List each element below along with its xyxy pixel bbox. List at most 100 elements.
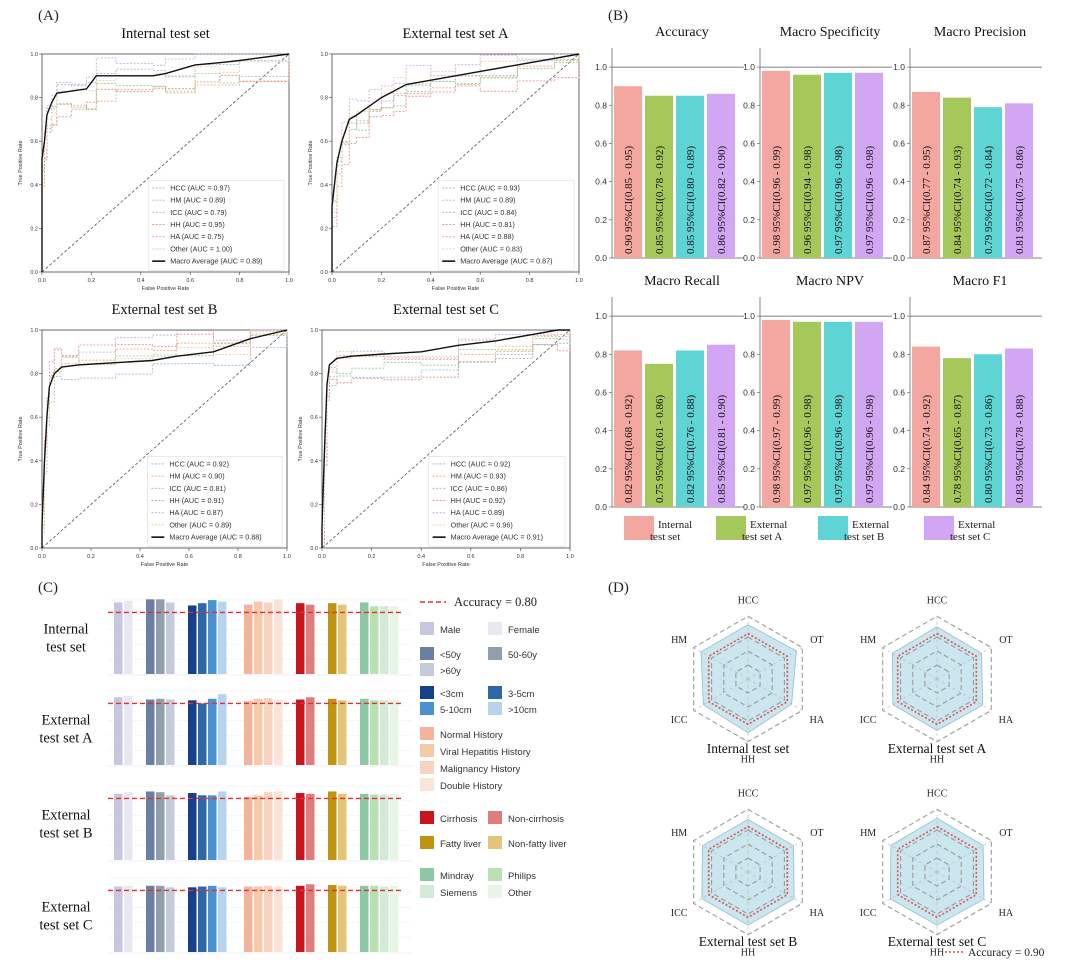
roc-subplot-0: Internal test set 0.00.0 0.2 0.2 0.4 0.4 0.6 0.… bbox=[18, 26, 293, 292]
roc-legend-entry: HCC (AUC = 0.92) bbox=[451, 459, 511, 468]
row-label: test set C bbox=[39, 918, 92, 934]
subgroup-bar bbox=[380, 606, 389, 674]
subgroup-bar bbox=[380, 700, 389, 765]
subgroup-bar bbox=[370, 606, 379, 674]
roc-legend-entry: ICC (AUC = 0.79) bbox=[170, 208, 227, 217]
metric-bar bbox=[762, 70, 790, 258]
y-axis-label: True Positive Rate bbox=[18, 416, 24, 461]
subgroup-bar bbox=[328, 603, 337, 674]
radar-title: External test set B bbox=[699, 934, 798, 949]
subgroup-row-1: External test set A bbox=[39, 690, 412, 767]
legend-label: test set C bbox=[950, 531, 990, 543]
metric-bar bbox=[855, 321, 883, 507]
subgroup-bar bbox=[254, 886, 263, 952]
roc-legend-entry: Macro Average (AUC = 0.89) bbox=[170, 257, 262, 266]
subgroup-bar bbox=[360, 698, 369, 765]
metric-subplot-3: Macro Recall 0.0 0.2 0.4 0.6 0.8 1.0 0.82 95%CI… bbox=[595, 274, 744, 512]
x-tick-label: 0.6 bbox=[185, 554, 193, 560]
reference-line-label: Accuracy = 0.90 bbox=[968, 947, 1045, 959]
legend-swatch bbox=[420, 744, 434, 757]
subgroup-bar bbox=[390, 700, 399, 765]
roc-legend-entry: Macro Average (AUC = 0.88) bbox=[169, 533, 261, 542]
metric-bar-label: 0.90 95%CI(0.85 - 0.95) bbox=[623, 146, 635, 254]
roc-subplot-2: External test set B 0.00.0 0.2 0.2 0.4 0.4 0.6… bbox=[18, 302, 291, 568]
subgroup-bar bbox=[198, 795, 207, 860]
legend-swatch bbox=[420, 647, 434, 660]
roc-frame bbox=[41, 329, 288, 549]
y-tick-label: 0.2 bbox=[30, 226, 38, 232]
y-tick-label: 0.4 bbox=[595, 177, 607, 187]
x-tick-label: 0.4 bbox=[136, 554, 144, 560]
x-tick-label: 0.2 bbox=[368, 554, 376, 560]
radar-spoke bbox=[882, 678, 938, 711]
roc-legend-entry: Other (AUC = 0.96) bbox=[451, 520, 513, 529]
legend-label: <50y bbox=[440, 650, 461, 661]
subgroup-bar bbox=[166, 795, 175, 860]
radar-title: Internal test set bbox=[707, 741, 790, 756]
radar-title: External test set C bbox=[888, 934, 987, 949]
roc-legend-entry: ICC (AUC = 0.84) bbox=[460, 208, 517, 217]
y-tick-label: 1.0 bbox=[595, 62, 607, 72]
metric-bar bbox=[614, 350, 642, 507]
legend-swatch bbox=[420, 885, 434, 898]
x-axis-label: False Positive Rate bbox=[432, 286, 479, 292]
row-label: External bbox=[41, 808, 90, 824]
radar-axis-label: HCC bbox=[927, 595, 948, 606]
reference-line-label: Accuracy = 0.80 bbox=[454, 595, 537, 609]
x-tick-label: 0.8 bbox=[517, 554, 525, 560]
radar-axis-label: HA bbox=[999, 715, 1014, 726]
radar-spoke bbox=[747, 678, 803, 711]
roc-curve-hh bbox=[41, 54, 290, 272]
metric-bar-label: 0.84 95%CI(0.74 - 0.93) bbox=[952, 146, 964, 254]
subgroup-bar bbox=[264, 602, 273, 674]
subgroup-bar bbox=[218, 887, 227, 952]
legend-label: External bbox=[958, 519, 995, 531]
subgroup-bar bbox=[156, 885, 165, 952]
metric-bar bbox=[974, 107, 1002, 258]
subgroup-bar bbox=[274, 599, 283, 674]
x-tick-label: 0.0 bbox=[328, 278, 336, 284]
metric-bar-label: 0.75 95%CI(0.61 - 0.86) bbox=[654, 395, 666, 503]
y-axis-label: True Positive Rate bbox=[298, 416, 304, 461]
subgroup-legend: Accuracy = 0.80 Male Female <50y 50-60y >60y <… bbox=[420, 595, 567, 899]
x-tick-label: 1.0 bbox=[285, 278, 293, 284]
metric-subplot-5: Macro F1 0.0 0.2 0.4 0.6 0.8 1.0 0.84 95%CI(0.7… bbox=[893, 274, 1042, 512]
subgroup-bar bbox=[208, 600, 217, 674]
radar-axis-label: OT bbox=[810, 828, 823, 839]
y-tick-label: 0.2 bbox=[893, 215, 905, 225]
metric-bar-label: 0.85 95%CI(0.80 - 0.89) bbox=[685, 146, 697, 254]
legend-label: Philips bbox=[508, 871, 536, 882]
x-tick-label: 0.6 bbox=[186, 278, 194, 284]
subgroup-bar bbox=[244, 796, 253, 860]
roc-legend-entry: HA (AUC = 0.87) bbox=[169, 508, 223, 517]
subgroup-bar bbox=[244, 604, 253, 674]
radar-axis-label: OT bbox=[999, 828, 1012, 839]
x-tick-label: 1.0 bbox=[566, 554, 574, 560]
legend-label: >60y bbox=[440, 666, 461, 677]
x-axis-label: False Positive Rate bbox=[422, 562, 469, 568]
subgroup-bar bbox=[328, 885, 337, 952]
y-tick-label: 0.8 bbox=[30, 96, 38, 102]
legend-label: Malignancy History bbox=[440, 764, 520, 775]
metric-bar-label: 0.79 95%CI(0.72 - 0.84) bbox=[983, 146, 995, 254]
radar-axis-label: OT bbox=[999, 635, 1012, 646]
legend-swatch bbox=[420, 622, 434, 635]
subgroup-bar bbox=[188, 793, 197, 860]
y-tick-label: 1.0 bbox=[30, 52, 38, 58]
y-tick-label: 0.4 bbox=[30, 459, 38, 465]
radar-accuracy-ring bbox=[707, 632, 789, 726]
subgroup-bar bbox=[156, 698, 165, 765]
roc-legend-entry: Other (AUC = 0.83) bbox=[460, 244, 522, 253]
roc-legend-entry: Macro Average (AUC = 0.87) bbox=[460, 257, 552, 266]
y-tick-label: 1.0 bbox=[893, 311, 905, 321]
y-tick-label: 0.6 bbox=[30, 139, 38, 145]
y-tick-label: 1.0 bbox=[320, 52, 328, 58]
y-tick-label: 1.0 bbox=[743, 62, 755, 72]
subgroup-bar bbox=[370, 885, 379, 952]
radar-grid-ring bbox=[912, 843, 962, 901]
y-tick-label: 1.0 bbox=[310, 328, 318, 334]
y-tick-label: 0.0 bbox=[893, 502, 905, 512]
metric-bar-label: 0.97 95%CI(0.96 - 0.98) bbox=[864, 395, 876, 503]
